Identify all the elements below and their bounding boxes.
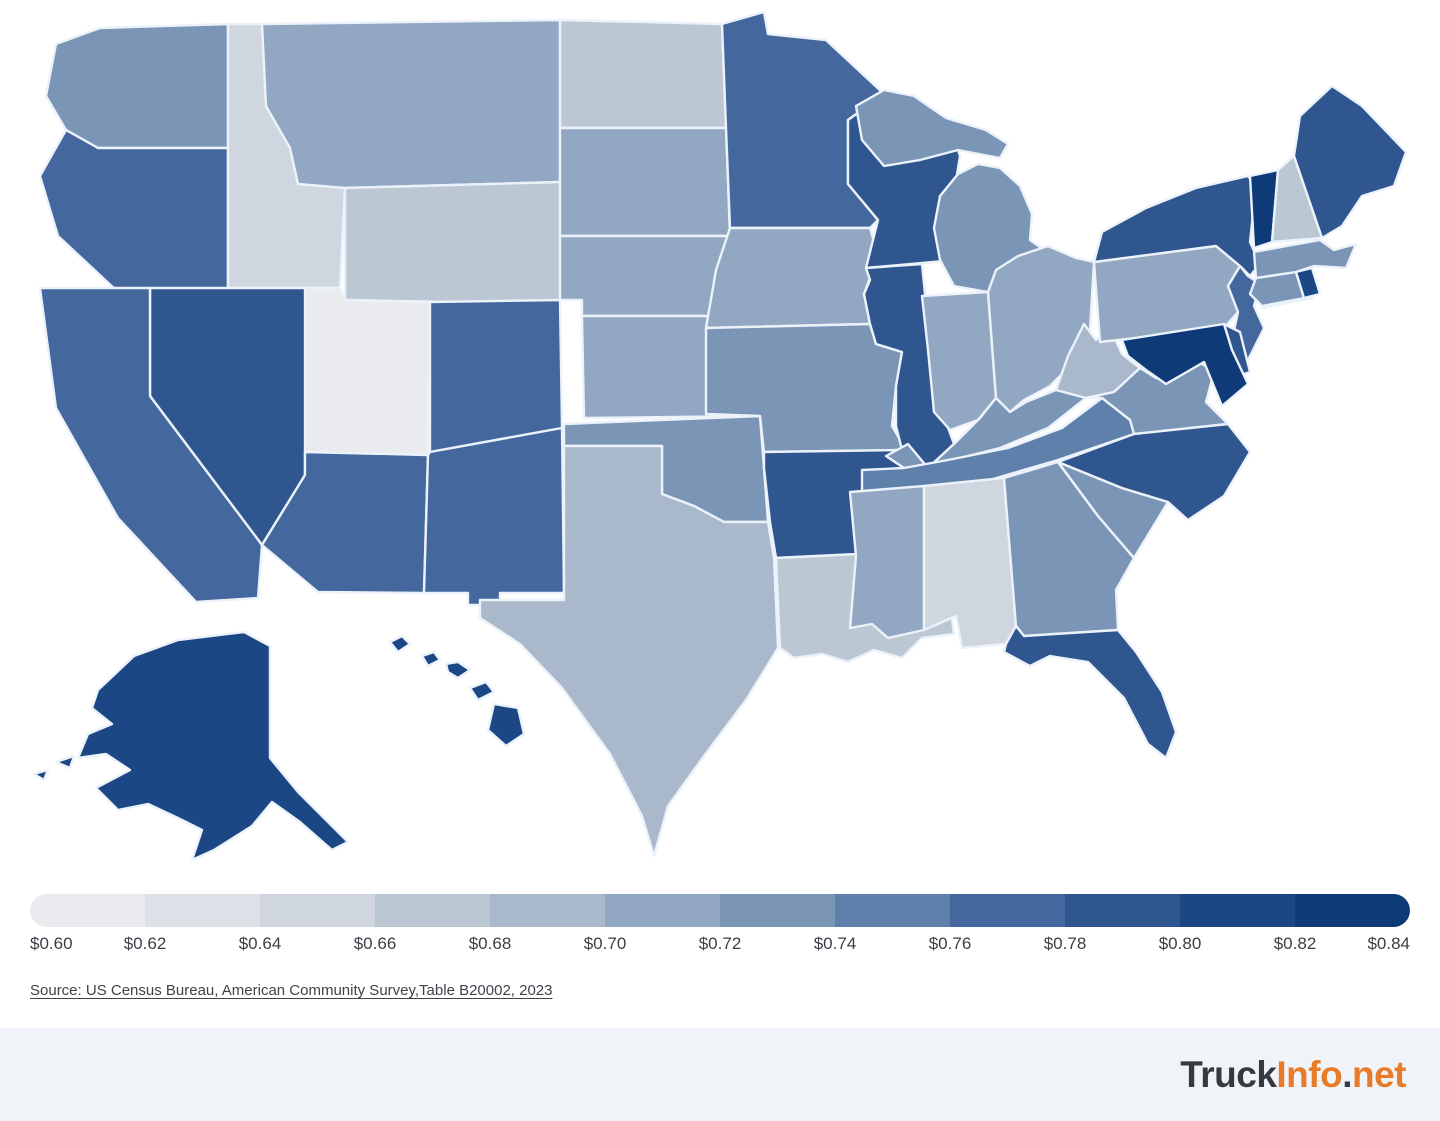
legend-color-segment — [1295, 894, 1410, 927]
state-california[interactable]: California: $0.77 — [38, 286, 264, 604]
legend-color-segment — [835, 894, 950, 927]
logo-part-truck: Truck — [1180, 1053, 1277, 1095]
legend-tick: $0.80 — [1158, 934, 1202, 953]
state-colorado[interactable]: Colorado: $0.76 — [428, 298, 564, 454]
logo-part-info: Info — [1276, 1053, 1343, 1095]
legend-color-segment — [490, 894, 605, 927]
color-legend: $0.60 $0.62 $0.64 $0.66 $0.68 $0.70 $0.72 $0.74… — [30, 894, 1410, 958]
legend-tick: $0.84 — [1367, 934, 1410, 953]
source-citation: Source: US Census Bureau, American Commu… — [30, 982, 553, 999]
legend-color-segment — [720, 894, 835, 927]
state-mississippi[interactable]: Mississippi: $0.70 — [848, 484, 926, 640]
us-choropleth-map: Washington: $0.73 Oregon: $0.77 Idaho: $… — [32, 10, 1408, 862]
state-maryland[interactable]: Maryland: $0.83 — [1120, 322, 1250, 408]
state-new-mexico[interactable]: New Mexico: $0.76 — [422, 426, 566, 607]
state-north-carolina[interactable]: North Carolina: $0.78 — [1056, 422, 1252, 522]
state-rhode-island[interactable]: Rhode Island: $0.81 — [1294, 266, 1322, 300]
legend-tick: $0.64 — [238, 934, 282, 953]
legend-tick: $0.78 — [1043, 934, 1087, 953]
legend-tick: $0.60 — [30, 934, 73, 953]
state-florida[interactable]: Florida: $0.78 — [1002, 624, 1178, 760]
state-washington[interactable]: Washington: $0.73 — [44, 22, 230, 150]
legend-color-segment — [1065, 894, 1180, 927]
legend-color-segment — [145, 894, 260, 927]
legend-tick-labels: $0.60 $0.62 $0.64 $0.66 $0.68 $0.70 $0.72 $0.74… — [30, 934, 1410, 958]
legend-tick: $0.68 — [468, 934, 512, 953]
state-montana[interactable]: Montana: $0.71 — [260, 18, 562, 190]
state-north-dakota[interactable]: North Dakota: $0.66 — [558, 18, 728, 130]
state-massachusetts[interactable]: Massachusetts: $0.72 — [1252, 238, 1358, 280]
legend-tick: $0.70 — [583, 934, 627, 953]
legend-color-segment — [1180, 894, 1295, 927]
legend-tick: $0.82 — [1273, 934, 1317, 953]
state-iowa[interactable]: Iowa: $0.71 — [704, 226, 880, 330]
logo-part-dot: . — [1342, 1053, 1352, 1095]
legend-color-segment — [605, 894, 720, 927]
truckinfo-logo[interactable]: TruckInfo.net — [1180, 1054, 1406, 1096]
legend-tick: $0.66 — [353, 934, 397, 953]
state-texas[interactable]: Texas: $0.69 — [478, 444, 780, 858]
state-maine[interactable]: Maine: $0.78 — [1292, 84, 1408, 240]
state-wyoming[interactable]: Wyoming: $0.66 — [343, 180, 562, 306]
state-south-dakota[interactable]: South Dakota: $0.71 — [558, 126, 732, 238]
state-alabama[interactable]: Alabama: $0.65 — [922, 476, 1018, 650]
state-alaska[interactable]: Alaska: $0.80 — [32, 630, 350, 862]
legend-tick: $0.76 — [928, 934, 972, 953]
source-link[interactable]: Source: US Census Bureau, American Commu… — [30, 982, 553, 999]
logo-part-net: net — [1352, 1053, 1407, 1095]
state-utah[interactable]: Utah: $0.61 — [303, 286, 432, 457]
footer-bar: TruckInfo.net — [0, 1028, 1440, 1121]
legend-tick: $0.62 — [123, 934, 167, 953]
legend-color-segment — [950, 894, 1065, 927]
legend-color-segment — [260, 894, 375, 927]
legend-gradient-bar — [30, 894, 1410, 927]
legend-tick: $0.72 — [698, 934, 742, 953]
state-oregon[interactable]: Oregon: $0.77 — [38, 128, 230, 294]
legend-color-segment — [375, 894, 490, 927]
legend-tick: $0.74 — [813, 934, 857, 953]
state-hawaii[interactable]: Hawaii: $0.80 — [388, 634, 526, 748]
legend-color-segment — [30, 894, 145, 927]
state-indiana[interactable]: Indiana: $0.70 — [920, 290, 998, 432]
